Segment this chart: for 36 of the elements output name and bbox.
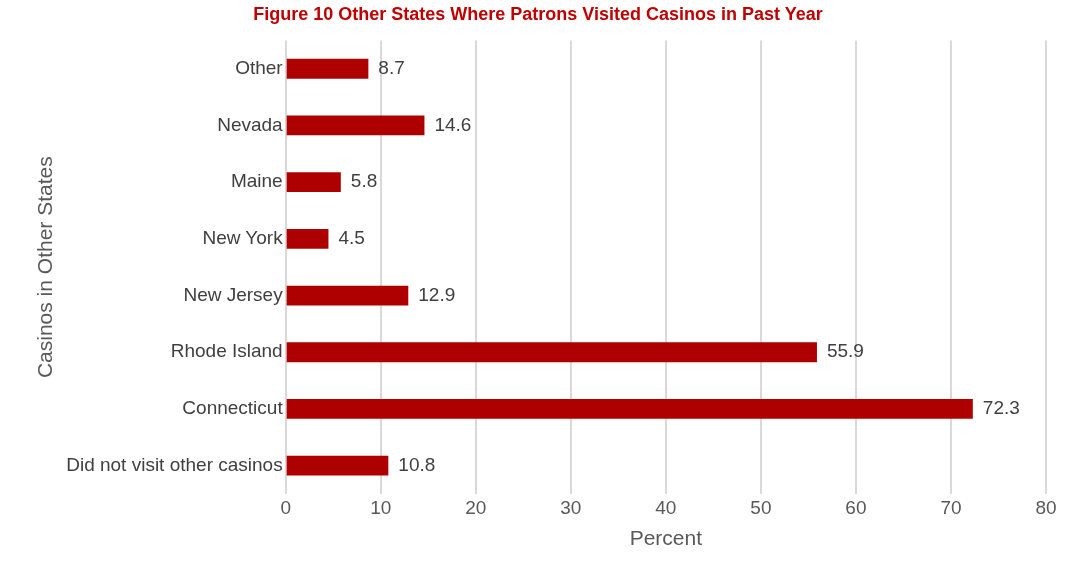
data-label: 55.9 bbox=[826, 340, 864, 362]
data-label: 8.7 bbox=[378, 56, 405, 78]
data-label: 14.6 bbox=[434, 113, 472, 135]
bar bbox=[286, 285, 409, 306]
y-tick-label: Other bbox=[235, 56, 284, 78]
x-tick-label: 70 bbox=[940, 496, 962, 518]
bar bbox=[286, 172, 341, 193]
x-tick-label: 0 bbox=[280, 496, 291, 518]
bar bbox=[286, 455, 389, 476]
y-tick-label: Connecticut bbox=[182, 397, 284, 419]
y-tick-label: Did not visit other casinos bbox=[66, 453, 283, 475]
x-axis-title: Percent bbox=[629, 526, 703, 550]
y-tick-label: Rhode Island bbox=[170, 340, 283, 362]
bar bbox=[286, 342, 817, 363]
x-tick-label: 50 bbox=[750, 496, 772, 518]
y-tick-label: New Jersey bbox=[183, 283, 284, 305]
x-tick-label: 10 bbox=[370, 496, 392, 518]
bar bbox=[286, 115, 425, 136]
x-tick-label: 20 bbox=[465, 496, 487, 518]
y-tick-label: Maine bbox=[230, 170, 283, 192]
y-tick-label: Nevada bbox=[217, 113, 284, 135]
data-label: 10.8 bbox=[398, 453, 436, 475]
chart-title: Figure 10 Other States Where Patrons Visited Casinos in Past Year bbox=[252, 4, 824, 26]
bar bbox=[286, 399, 973, 419]
data-label: 4.5 bbox=[338, 227, 365, 249]
x-tick-label: 80 bbox=[1035, 496, 1057, 518]
x-tick-label: 60 bbox=[845, 496, 867, 518]
y-axis-title: Casinos in Other States bbox=[33, 156, 57, 379]
data-label: 5.8 bbox=[350, 170, 378, 192]
data-label: 12.9 bbox=[418, 283, 456, 305]
x-tick-label: 40 bbox=[655, 496, 677, 518]
x-tick-label: 30 bbox=[560, 496, 582, 518]
y-tick-label: New York bbox=[202, 227, 284, 249]
data-label: 72.3 bbox=[982, 397, 1020, 419]
bar bbox=[286, 228, 329, 249]
bar bbox=[286, 58, 369, 79]
